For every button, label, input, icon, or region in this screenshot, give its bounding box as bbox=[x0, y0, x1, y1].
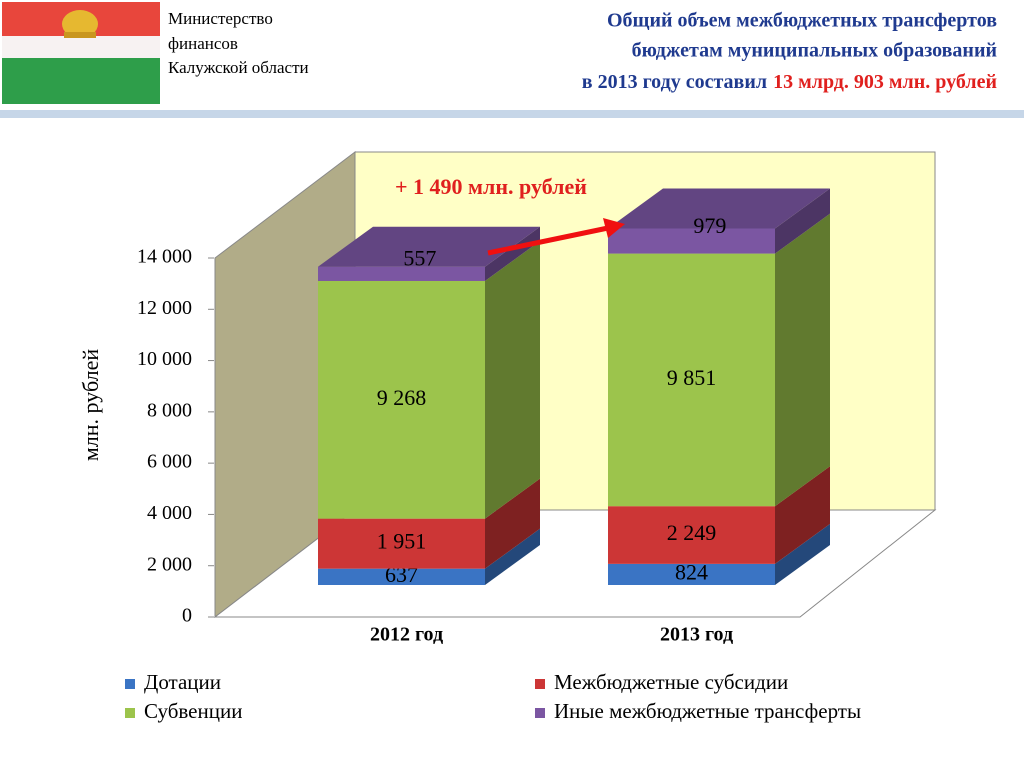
value-label: 9 851 bbox=[667, 365, 717, 390]
value-label: 2 249 bbox=[667, 520, 717, 545]
y-tick-label: 0 bbox=[182, 605, 192, 627]
bar-segment bbox=[318, 568, 485, 585]
legend-swatch bbox=[125, 679, 135, 689]
bar-side bbox=[485, 528, 540, 585]
value-label: 9 268 bbox=[377, 385, 427, 410]
legend-swatch bbox=[535, 708, 545, 718]
bar-segment bbox=[608, 506, 775, 564]
title-text: в 2013 году составил bbox=[582, 71, 767, 93]
value-label: 979 bbox=[693, 213, 726, 238]
org-line: финансов bbox=[168, 34, 238, 53]
bar-segment bbox=[608, 228, 775, 254]
value-label: 557 bbox=[403, 246, 436, 271]
org-line: Министерство bbox=[168, 9, 273, 28]
bar-top bbox=[608, 188, 830, 229]
bar-side bbox=[485, 226, 540, 281]
y-tick-label: 14 000 bbox=[137, 246, 192, 268]
y-tick-label: 8 000 bbox=[147, 399, 192, 421]
title-line: в 2013 году составил 13 млрд. 903 млн. ру… bbox=[582, 71, 997, 93]
annotation-arrowhead bbox=[603, 218, 625, 238]
flag bbox=[2, 2, 160, 104]
bar-side bbox=[775, 213, 830, 507]
bar-segment bbox=[318, 518, 485, 569]
value-label: 1 951 bbox=[377, 529, 427, 554]
bar-side bbox=[485, 240, 540, 519]
bar-segment bbox=[318, 280, 485, 519]
legend-label: Иные межбюджетные трансферты bbox=[554, 699, 861, 723]
divider bbox=[0, 110, 1024, 118]
y-tick-label: 10 000 bbox=[137, 348, 192, 370]
bar-segment bbox=[318, 266, 485, 281]
legend-label: Субвенции bbox=[144, 699, 242, 723]
bar-segment bbox=[608, 563, 775, 585]
x-tick-label: 2013 год bbox=[660, 624, 733, 646]
annotation: + 1 490 млн. рублей bbox=[395, 174, 587, 199]
bar-side bbox=[775, 188, 830, 254]
org-line: Калужской области bbox=[168, 58, 309, 77]
y-tick-label: 12 000 bbox=[137, 297, 192, 319]
legend-swatch bbox=[125, 708, 135, 718]
bar-side bbox=[485, 478, 540, 569]
title-line: Общий объем межбюджетных трансфертов bbox=[607, 10, 997, 32]
y-axis-label: млн. рублей bbox=[78, 349, 103, 461]
legend-label: Межбюджетные субсидии bbox=[554, 670, 788, 694]
title-highlight: 13 млрд. 903 млн. рублей bbox=[773, 71, 997, 93]
bar-top bbox=[318, 226, 540, 267]
y-tick-label: 2 000 bbox=[147, 553, 192, 575]
annotation-arrow bbox=[487, 225, 609, 256]
legend-label: Дотации bbox=[144, 670, 221, 694]
title-line: бюджетам муниципальных образований bbox=[632, 40, 997, 62]
x-tick-label: 2012 год bbox=[370, 624, 443, 646]
bar-side bbox=[775, 523, 830, 585]
bar-side bbox=[775, 466, 830, 564]
y-tick-label: 4 000 bbox=[147, 502, 192, 524]
y-tick-label: 6 000 bbox=[147, 451, 192, 473]
bar-segment bbox=[608, 253, 775, 507]
legend-swatch bbox=[535, 679, 545, 689]
